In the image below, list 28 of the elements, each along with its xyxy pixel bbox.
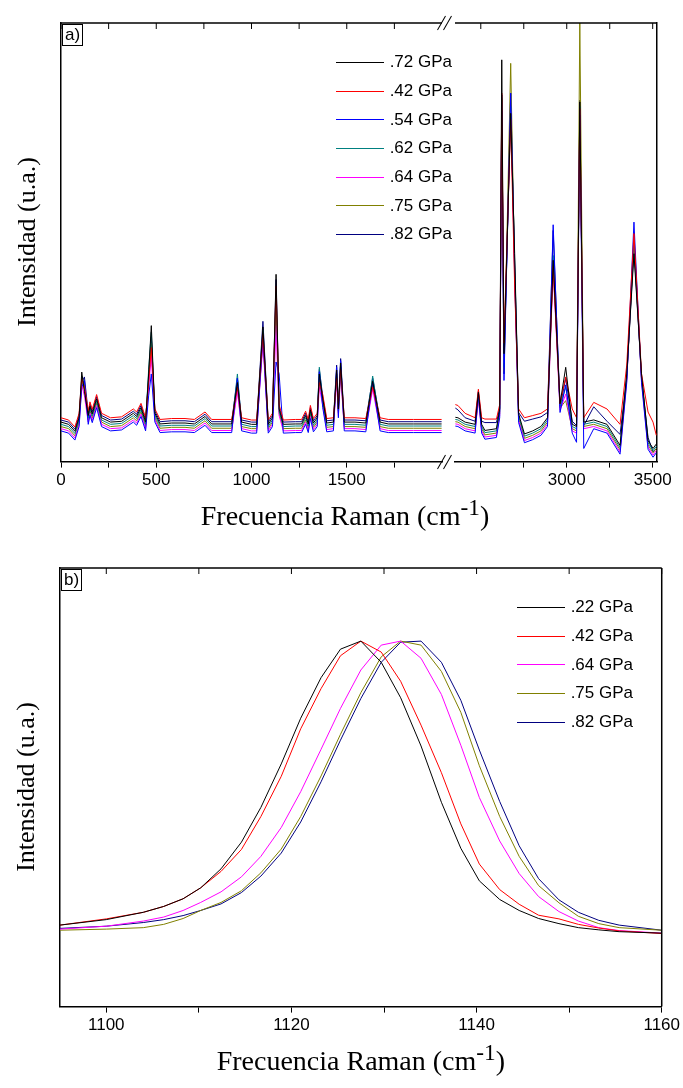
x-tick-label: 1140 [458,1015,495,1035]
y-axis-title: Intensidad (u.a.) [12,157,42,328]
x-tick-label: 1120 [273,1015,310,1035]
x-tick-label: 0 [56,470,66,490]
x-axis-title: Frecuencia Raman (cm$^{-1}$) [216,1038,506,1077]
x-tick-label: 1100 [88,1015,125,1035]
text: b) [61,569,83,591]
x-tick-label: 3000 [547,470,586,490]
legend-label: .82 GPa [389,224,452,245]
x-tick-label: 3500 [633,470,672,490]
legend-label: .54 GPa [389,109,452,130]
x-tick-label: 500 [142,470,171,490]
legend-label: .75 GPa [570,683,633,704]
legend-label: .42 GPa [389,81,452,102]
legend-label: .82 GPa [570,712,633,733]
legend-label: .64 GPa [570,654,633,675]
legend-label: .72 GPa [389,52,452,73]
text: a) [62,24,84,46]
legend-label: .42 GPa [570,626,633,647]
x-tick-label: 1160 [643,1015,680,1035]
x-tick-label: 1000 [232,470,271,490]
x-tick-label: 1500 [327,470,366,490]
x-axis-title: Frecuencia Raman (cm$^{-1}$) [200,493,490,532]
legend-label: .75 GPa [389,195,452,216]
legend-label: .64 GPa [389,167,452,188]
legend-label: .62 GPa [389,138,452,159]
legend-label: .22 GPa [570,597,633,618]
y-axis-title: Intensidad (u.a.) [11,702,41,873]
